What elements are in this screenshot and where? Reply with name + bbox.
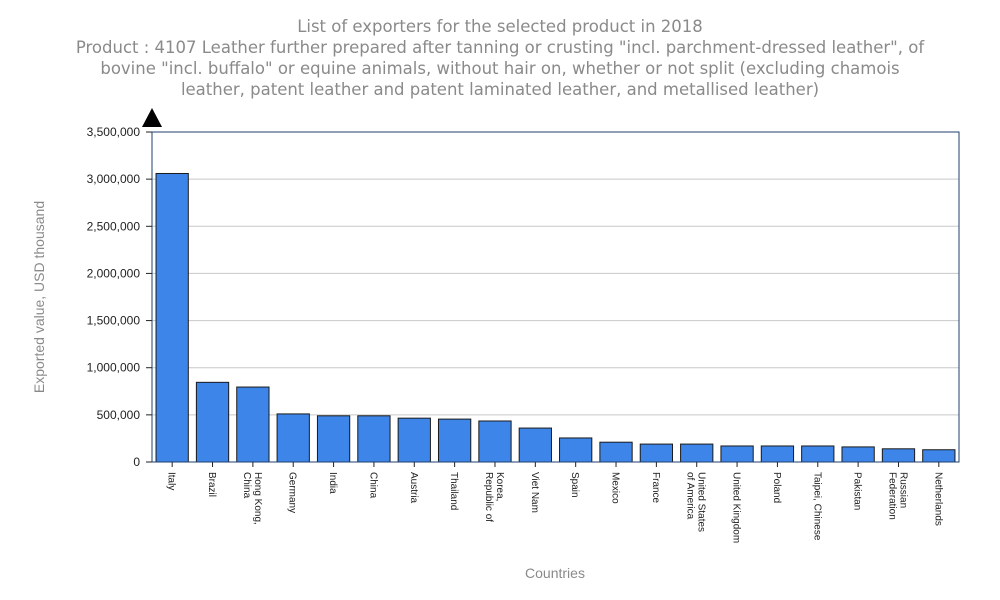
x-tick-label: China: [367, 472, 378, 499]
x-tick-label-line: United Kingdom: [731, 472, 742, 543]
x-tick-label: RussianFederation: [886, 472, 908, 520]
x-tick-label-line: Viet Nam: [529, 472, 540, 513]
y-tick-label: 3,000,000: [87, 172, 141, 186]
x-tick-label: Austria: [408, 472, 419, 504]
y-tick-label: 1,500,000: [87, 314, 141, 328]
x-tick-label: Spain: [569, 472, 580, 498]
bar: [599, 441, 633, 463]
y-tick-label: 3,500,000: [87, 125, 141, 139]
x-tick-label: Netherlands: [932, 472, 943, 526]
x-tick-label-line: Pakistan: [852, 472, 863, 510]
x-tick-label-line: Brazil: [206, 472, 217, 497]
x-tick-label-line: France: [650, 472, 661, 504]
bar: [397, 417, 431, 463]
bar: [518, 427, 552, 463]
bar: [720, 445, 754, 463]
gridlines: [152, 131, 959, 416]
bar: [559, 437, 593, 463]
x-tick-label: United Kingdom: [731, 472, 742, 543]
x-tick-label: Thailand: [448, 472, 459, 510]
bar: [316, 415, 351, 463]
x-tick-label: Viet Nam: [529, 472, 540, 513]
x-tick-label-line: United States: [696, 472, 707, 532]
x-tick-label-line: China: [367, 472, 378, 499]
x-tick-label: Hong Kong,China: [241, 472, 263, 525]
bar: [680, 443, 714, 463]
x-tick-label: Germany: [287, 472, 298, 513]
bar: [236, 386, 270, 463]
bar: [276, 413, 310, 463]
bar: [478, 420, 512, 463]
chart-subtitle-line-3: leather, patent leather and patent lamin…: [180, 80, 820, 99]
bar: [639, 443, 674, 463]
chart-title: List of exporters for the selected produ…: [297, 17, 703, 36]
chart-titles: List of exporters for the selected produ…: [0, 16, 1000, 100]
y-tick-label: 2,500,000: [87, 219, 141, 233]
chart-subtitle-line-2: bovine "incl. buffalo" or equine animals…: [100, 59, 900, 78]
x-tick-label-line: Austria: [408, 472, 419, 504]
x-tick-label: India: [327, 472, 338, 494]
x-tick-label-line: Thailand: [448, 472, 459, 510]
y-axis-title: Exported value, USD thousand: [31, 201, 47, 393]
x-tick-label-line: China: [241, 472, 252, 499]
bar: [841, 446, 875, 463]
x-tick-label-line: Poland: [771, 472, 782, 503]
x-tick-label-line: Italy: [166, 472, 177, 490]
x-tick-label: Poland: [771, 472, 782, 503]
plot-border: [151, 131, 960, 463]
bar: [760, 445, 795, 463]
y-tick-label: 0: [133, 455, 140, 469]
y-tick-label: 1,000,000: [87, 361, 141, 375]
bar: [155, 172, 189, 463]
bar: [881, 448, 916, 463]
x-tick-label-line: Spain: [569, 472, 580, 498]
x-tick-label-line: India: [327, 472, 338, 494]
x-tick-label-line: Russian: [897, 472, 908, 508]
x-tick-label-line: Netherlands: [932, 472, 943, 526]
x-tick-label-line: Republic of: [483, 472, 494, 522]
x-tick-label-line: Taipei, Chinese: [811, 472, 822, 541]
x-tick-label-line: Korea,: [494, 472, 505, 501]
y-tick-label: 500,000: [97, 408, 141, 422]
y-axis-arrow-icon: [142, 108, 162, 127]
x-axis-ticks: Italy Brazil Hong Kong,China Germany India Ch…: [166, 462, 943, 543]
x-tick-label: Pakistan: [852, 472, 863, 510]
bar: [801, 445, 835, 463]
x-tick-label: Korea,Republic of: [483, 472, 505, 522]
x-axis-title: Countries: [525, 565, 585, 581]
bar: [437, 418, 472, 463]
bars: [155, 172, 956, 463]
x-tick-label: Taipei, Chinese: [811, 472, 822, 541]
x-tick-label-line: Federation: [886, 472, 897, 520]
bar: [922, 449, 956, 463]
x-tick-label-line: Mexico: [610, 472, 621, 504]
x-tick-label: Brazil: [206, 472, 217, 497]
x-tick-label-line: of America: [685, 472, 696, 520]
x-tick-label: Mexico: [610, 472, 621, 504]
x-tick-label: United Statesof America: [685, 472, 707, 532]
bar: [357, 415, 391, 463]
chart-subtitle-line-1: Product : 4107 Leather further prepared …: [75, 38, 925, 57]
bar: [195, 381, 230, 463]
x-tick-label: France: [650, 472, 661, 504]
y-axis-ticks: 0 500,000 1,000,000 1,500,000 2,000,000 2,500…: [87, 125, 152, 469]
x-tick-label-line: Hong Kong,: [252, 472, 263, 525]
x-tick-label: Italy: [166, 472, 177, 490]
y-tick-label: 2,000,000: [87, 266, 141, 280]
x-tick-label-line: Germany: [287, 472, 298, 513]
